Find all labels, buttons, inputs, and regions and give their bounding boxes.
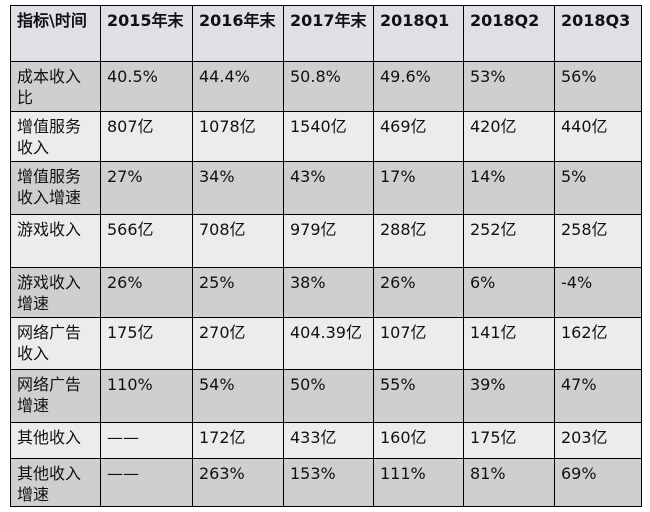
cell: 1078亿 (192, 111, 284, 162)
cell: 5% (554, 161, 642, 215)
cell: 43% (283, 161, 374, 215)
row-label: 网络广告收入 (10, 317, 101, 370)
row-label: 增值服务收入增速 (10, 161, 101, 215)
cell: 44.4% (192, 61, 284, 112)
cell: 38% (283, 267, 374, 318)
cell: 258亿 (554, 214, 642, 268)
cell: 47% (554, 369, 642, 423)
cell: 469亿 (373, 111, 464, 162)
cell: 440亿 (554, 111, 642, 162)
cell: 56% (554, 61, 642, 112)
header-cell: 2015年末 (100, 5, 193, 62)
cell: 172亿 (192, 422, 284, 459)
row-label: 其他收入增速 (10, 458, 101, 507)
cell: 110% (100, 369, 193, 423)
table-row: 网络广告收入 175亿 270亿 404.39亿 107亿 141亿 162亿 (10, 317, 642, 370)
table-row: 其他收入增速 —— 263% 153% 111% 81% 69% (10, 458, 642, 507)
header-cell: 2018Q2 (463, 5, 555, 62)
cell: 6% (463, 267, 555, 318)
row-label: 成本收入比 (10, 61, 101, 112)
cell: 81% (463, 458, 555, 507)
row-label: 网络广告增速 (10, 369, 101, 423)
header-cell: 2018Q1 (373, 5, 464, 62)
row-label: 游戏收入 (10, 214, 101, 268)
cell: 203亿 (554, 422, 642, 459)
cell: 54% (192, 369, 284, 423)
table-row: 网络广告增速 110% 54% 50% 55% 39% 47% (10, 369, 642, 423)
row-label: 其他收入 (10, 422, 101, 459)
cell: 433亿 (283, 422, 374, 459)
cell: —— (100, 422, 193, 459)
cell: 404.39亿 (283, 317, 374, 370)
cell: 979亿 (283, 214, 374, 268)
cell: 34% (192, 161, 284, 215)
cell: 566亿 (100, 214, 193, 268)
cell: -4% (554, 267, 642, 318)
table-wrap: 指标\时间 2015年末 2016年末 2017年末 2018Q1 2018Q2 2018Q… (10, 5, 642, 507)
cell: 175亿 (100, 317, 193, 370)
header-cell: 2018Q3 (554, 5, 642, 62)
header-cell: 指标\时间 (10, 5, 101, 62)
cell: 111% (373, 458, 464, 507)
cell: 1540亿 (283, 111, 374, 162)
cell: 175亿 (463, 422, 555, 459)
cell: 420亿 (463, 111, 555, 162)
data-table: 指标\时间 2015年末 2016年末 2017年末 2018Q1 2018Q2 2018Q… (10, 5, 642, 507)
cell: 49.6% (373, 61, 464, 112)
cell: 26% (100, 267, 193, 318)
cell: 107亿 (373, 317, 464, 370)
table-row: 游戏收入 566亿 708亿 979亿 288亿 252亿 258亿 (10, 214, 642, 268)
table-row: 成本收入比 40.5% 44.4% 50.8% 49.6% 53% 56% (10, 61, 642, 112)
cell: 162亿 (554, 317, 642, 370)
cell: 55% (373, 369, 464, 423)
cell: 141亿 (463, 317, 555, 370)
header-cell: 2017年末 (283, 5, 374, 62)
cell: 807亿 (100, 111, 193, 162)
cell: 53% (463, 61, 555, 112)
cell: 14% (463, 161, 555, 215)
cell: 50.8% (283, 61, 374, 112)
table-row: 增值服务收入增速 27% 34% 43% 17% 14% 5% (10, 161, 642, 215)
cell: 708亿 (192, 214, 284, 268)
row-label: 增值服务收入 (10, 111, 101, 162)
table-row: 游戏收入增速 26% 25% 38% 26% 6% -4% (10, 267, 642, 318)
cell: 153% (283, 458, 374, 507)
header-cell: 2016年末 (192, 5, 284, 62)
table-row: 增值服务收入 807亿 1078亿 1540亿 469亿 420亿 440亿 (10, 111, 642, 162)
cell: 270亿 (192, 317, 284, 370)
cell: 26% (373, 267, 464, 318)
cell: 39% (463, 369, 555, 423)
cell: 252亿 (463, 214, 555, 268)
cell: 17% (373, 161, 464, 215)
header-row: 指标\时间 2015年末 2016年末 2017年末 2018Q1 2018Q2 2018Q… (10, 5, 642, 62)
cell: 25% (192, 267, 284, 318)
cell: 160亿 (373, 422, 464, 459)
row-label: 游戏收入增速 (10, 267, 101, 318)
cell: 27% (100, 161, 193, 215)
cell: 40.5% (100, 61, 193, 112)
cell: —— (100, 458, 193, 507)
cell: 50% (283, 369, 374, 423)
cell: 69% (554, 458, 642, 507)
cell: 288亿 (373, 214, 464, 268)
table-row: 其他收入 —— 172亿 433亿 160亿 175亿 203亿 (10, 422, 642, 459)
cell: 263% (192, 458, 284, 507)
